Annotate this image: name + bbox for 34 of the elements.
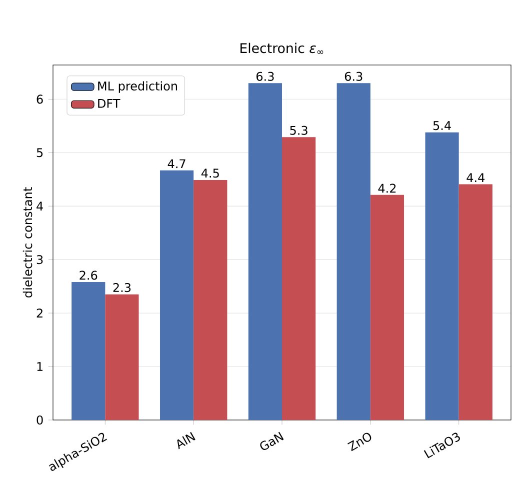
y-tick-label: 2 [36,308,42,318]
x-tick-label: ZnO [347,432,372,452]
x-tick-label: AlN [177,432,196,450]
y-tick-label: 5 [36,148,43,158]
bar [72,282,106,420]
bar [425,132,459,420]
data-label: 6.3 [256,72,274,81]
bar [160,170,194,420]
bar [105,294,139,420]
y-tick-label: 3 [36,255,43,264]
y-tick-label: 0 [36,415,43,425]
y-tick-label: 1 [37,362,43,371]
bar [282,137,316,420]
y-tick-label: 4 [36,202,43,211]
bar [458,184,492,420]
data-label: 6.3 [344,72,362,81]
legend-label: ML prediction [98,81,178,93]
data-label: 2.6 [80,270,98,280]
chart-title: Electronic ε$_{∞}$ [240,42,324,54]
y-tick-label: 6 [36,94,43,104]
data-label: 2.3 [113,283,131,292]
y-axis-title: dielectric constant [22,187,32,298]
legend-label: DFT [98,99,120,108]
data-label: 4.7 [168,159,186,168]
bar [370,194,404,420]
data-label: 4.4 [466,173,485,182]
data-label: 5.4 [433,121,451,130]
data-label: 5.3 [290,126,308,135]
bar [336,83,370,420]
data-label: 4.2 [378,184,396,193]
bar [248,83,282,420]
data-label: 4.5 [201,168,219,178]
x-tick-label: GaN [260,432,284,450]
bar [194,180,228,420]
